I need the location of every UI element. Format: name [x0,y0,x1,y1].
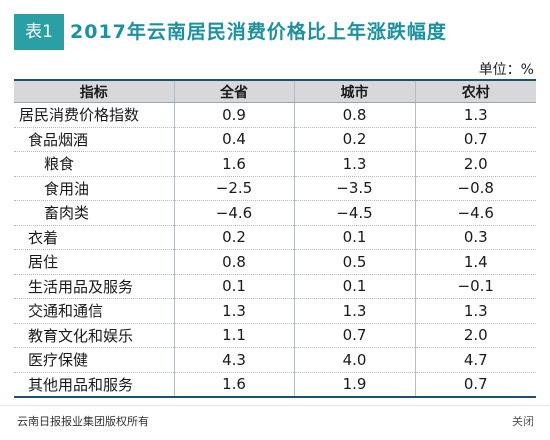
value-province: 0.8 [174,249,295,274]
table-number-badge: 表1 [14,14,64,50]
value-city: 0.1 [294,273,416,299]
indicator-name: 衣着 [14,224,175,250]
indicator-name: 生活用品及服务 [14,273,175,299]
indicator-name: 医疗保健 [14,347,175,372]
table-row: 粮食 1.6 1.3 2.0 [14,151,536,176]
value-city: −4.5 [294,200,416,225]
value-province: −2.5 [174,175,295,201]
value-rural: 1.4 [415,249,536,274]
header-indicator: 指标 [14,81,175,103]
indicator-name: 食用油 [14,175,175,201]
copyright-text: 云南日报报业集团版权所有 [17,415,149,428]
table-figure: 表1 2017年云南居民消费价格比上年涨跌幅度 单位：% 指标 全省 城市 农村… [14,14,536,398]
value-province: 0.9 [174,102,295,127]
value-province: 1.6 [174,371,295,396]
value-rural: 4.7 [415,347,536,372]
table-row: 生活用品及服务 0.1 0.1 −0.1 [14,273,536,299]
value-rural: 0.7 [415,371,536,396]
table-body: 居民消费价格指数 0.9 0.8 1.3 食品烟酒 0.4 0.2 0.7 粮食 1.6 1.3 2.… [14,102,536,396]
value-city: −3.5 [294,175,416,201]
value-province: 1.6 [174,151,295,176]
table-row: 居住 0.8 0.5 1.4 [14,249,536,274]
value-rural: 0.3 [415,224,536,250]
value-city: 1.3 [294,298,416,323]
footer-bar: 云南日报报业集团版权所有 关闭 [0,405,550,440]
figure-title: 2017年云南居民消费价格比上年涨跌幅度 [70,21,447,43]
indicator-name: 其他用品和服务 [14,371,175,396]
value-province: 0.1 [174,273,295,299]
value-city: 1.3 [294,151,416,176]
indicator-name: 居住 [14,249,175,274]
table-row: 畜肉类 −4.6 −4.5 −4.6 [14,200,536,225]
value-rural: 0.7 [415,126,536,152]
value-province: 4.3 [174,347,295,372]
table-row: 居民消费价格指数 0.9 0.8 1.3 [14,102,536,127]
indicator-name: 交通和通信 [14,298,175,323]
indicator-name: 食品烟酒 [14,126,175,152]
header-province: 全省 [174,81,295,103]
value-city: 4.0 [294,347,416,372]
value-rural: 2.0 [415,322,536,348]
value-city: 0.8 [294,102,416,127]
value-rural: 1.3 [415,298,536,323]
value-rural: −0.8 [415,175,536,201]
table-row: 教育文化和娱乐 1.1 0.7 2.0 [14,322,536,348]
header-rural: 农村 [415,81,536,103]
value-city: 0.7 [294,322,416,348]
value-province: 0.2 [174,224,295,250]
indicator-name: 粮食 [14,151,175,176]
value-province: 0.4 [174,126,295,152]
unit-label: 单位：% [478,62,534,78]
table-row: 交通和通信 1.3 1.3 1.3 [14,298,536,323]
value-city: 0.2 [294,126,416,152]
value-province: −4.6 [174,200,295,225]
data-table-wrapper: 指标 全省 城市 农村 居民消费价格指数 0.9 0.8 1.3 食品烟酒 0.4 0.2 0… [14,79,536,398]
header-city: 城市 [294,81,416,103]
value-province: 1.3 [174,298,295,323]
indicator-name: 畜肉类 [14,200,175,225]
value-city: 0.1 [294,224,416,250]
table-row: 医疗保健 4.3 4.0 4.7 [14,347,536,372]
table-row: 其他用品和服务 1.6 1.9 0.7 [14,371,536,396]
indicator-name: 居民消费价格指数 [14,102,175,127]
value-rural: 1.3 [463,105,488,124]
value-province: 1.1 [174,322,295,348]
value-rural: −0.1 [415,273,536,299]
table-row: 衣着 0.2 0.1 0.3 [14,224,536,250]
table-row: 食品烟酒 0.4 0.2 0.7 [14,126,536,152]
cpi-table: 指标 全省 城市 农村 居民消费价格指数 0.9 0.8 1.3 食品烟酒 0.4 0.2 0… [14,81,536,396]
value-city: 1.9 [294,371,416,396]
table-row: 食用油 −2.5 −3.5 −0.8 [14,175,536,201]
value-rural: −4.6 [415,200,536,225]
table-header-row: 指标 全省 城市 农村 [14,81,536,103]
indicator-name: 教育文化和娱乐 [14,322,175,348]
value-city: 0.5 [294,249,416,274]
close-button[interactable]: 关闭 [512,415,534,428]
figure-header: 表1 2017年云南居民消费价格比上年涨跌幅度 [14,14,536,50]
value-rural: 2.0 [415,151,536,176]
